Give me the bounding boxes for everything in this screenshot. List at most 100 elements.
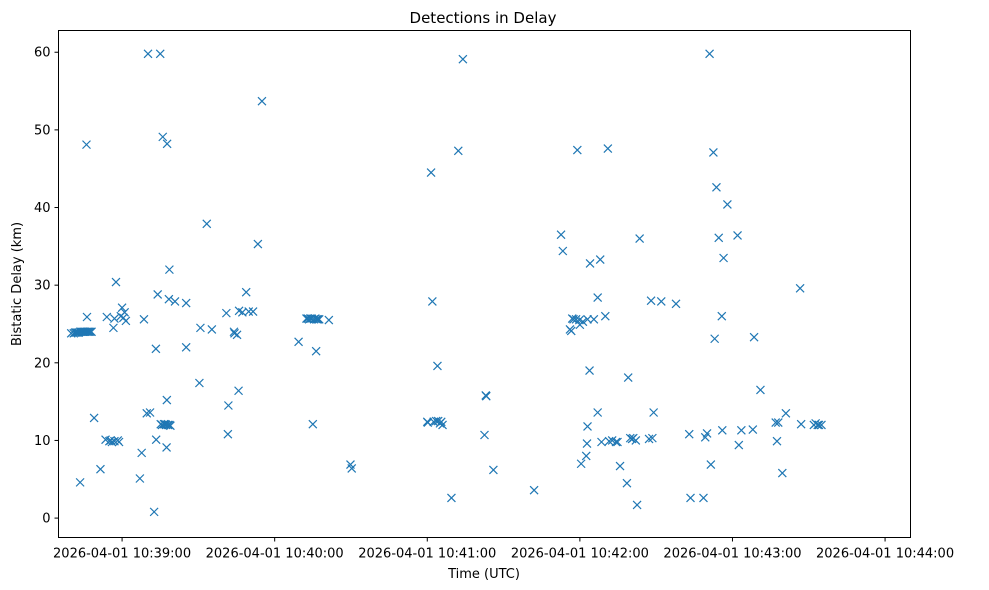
data-point-marker: [109, 323, 118, 333]
data-point-marker: [181, 342, 191, 352]
data-points: [66, 49, 826, 517]
x-axis-ticks: 2026-04-01 10:39:00 2026-04-01 10:40:00 20…: [53, 537, 954, 562]
data-point-marker: [75, 477, 85, 487]
data-point-marker: [163, 420, 173, 430]
data-point-marker: [458, 54, 468, 64]
data-point-marker: [232, 330, 242, 340]
data-point-marker: [611, 437, 621, 447]
data-point-marker: [162, 395, 172, 405]
data-point-marker: [438, 420, 447, 430]
data-point-marker: [257, 96, 267, 106]
data-point-marker: [312, 314, 322, 324]
data-point-marker: [576, 459, 586, 469]
data-point-marker: [717, 311, 727, 321]
data-point-marker: [585, 366, 594, 375]
chart-title: Detections in Delay: [410, 9, 557, 27]
data-point-marker: [82, 140, 91, 150]
y-axis-ticks: 0 10 20 30 40 50 60: [34, 46, 59, 527]
data-point-marker: [244, 307, 254, 316]
data-point-marker: [96, 464, 105, 474]
data-point-marker: [756, 385, 765, 395]
data-point-marker: [83, 327, 93, 337]
x-tick-label: 2026-04-01 10:40:00: [206, 547, 344, 562]
data-point-marker: [722, 199, 732, 209]
data-point-marker: [241, 287, 251, 297]
data-point-marker: [772, 436, 782, 446]
data-point-marker: [597, 437, 606, 447]
y-tick-label: 40: [34, 201, 51, 216]
data-point-marker: [453, 146, 463, 156]
x-tick-label: 2026-04-01 10:42:00: [511, 547, 649, 562]
y-tick-label: 20: [34, 356, 51, 371]
data-point-marker: [155, 49, 165, 59]
data-point-marker: [581, 451, 591, 461]
data-point-marker: [481, 390, 491, 400]
y-tick-label: 60: [34, 46, 51, 61]
data-point-marker: [110, 314, 119, 323]
data-point-marker: [314, 314, 324, 324]
data-point-marker: [582, 439, 592, 448]
data-point-marker: [708, 147, 718, 157]
data-point-marker: [671, 299, 681, 309]
data-point-marker: [635, 234, 645, 244]
data-point-marker: [644, 434, 654, 444]
data-point-marker: [426, 168, 436, 178]
data-point-marker: [164, 265, 174, 275]
data-point-marker: [202, 219, 212, 229]
data-point-marker: [164, 294, 174, 304]
data-point-marker: [656, 297, 666, 306]
data-point-marker: [121, 316, 131, 326]
data-point-marker: [589, 314, 599, 324]
data-point-marker: [135, 474, 145, 483]
data-point-marker: [137, 448, 147, 458]
data-point-marker: [139, 314, 149, 324]
data-point-marker: [223, 401, 233, 410]
plot-area: [58, 30, 911, 538]
data-point-marker: [571, 314, 581, 324]
data-point-marker: [114, 437, 124, 447]
data-point-marker: [223, 429, 233, 439]
x-axis-label: Time (UTC): [447, 567, 520, 582]
data-point-marker: [480, 430, 489, 440]
data-point-marker: [717, 425, 727, 435]
data-point-marker: [120, 307, 130, 317]
data-point-marker: [585, 259, 595, 268]
data-point-marker: [572, 145, 582, 155]
x-tick-label: 2026-04-01 10:43:00: [663, 547, 801, 562]
data-point-marker: [556, 230, 566, 240]
data-point-marker: [684, 429, 694, 439]
data-point-marker: [795, 283, 805, 293]
data-point-marker: [714, 233, 724, 243]
data-point-marker: [165, 421, 175, 431]
data-point-marker: [102, 312, 112, 322]
data-point-marker: [308, 419, 318, 429]
data-point-marker: [87, 327, 96, 337]
data-point-marker: [436, 417, 446, 427]
data-point-marker: [566, 326, 576, 336]
data-point-marker: [294, 337, 304, 347]
data-point-marker: [796, 419, 806, 429]
data-point-marker: [85, 327, 95, 337]
data-point-marker: [647, 433, 657, 443]
data-point-marker: [230, 328, 239, 338]
data-point-marker: [311, 346, 321, 356]
data-point-marker: [600, 311, 610, 321]
data-point-marker: [736, 425, 746, 435]
data-point-marker: [632, 500, 642, 510]
data-point-marker: [583, 422, 592, 431]
data-point-marker: [117, 303, 127, 313]
data-point-marker: [613, 437, 622, 447]
data-point-marker: [248, 307, 258, 316]
data-point-marker: [324, 315, 334, 325]
data-point-marker: [686, 493, 695, 503]
data-point-marker: [813, 420, 823, 430]
data-point-marker: [631, 436, 641, 445]
data-point-marker: [649, 408, 659, 417]
data-point-marker: [583, 314, 592, 324]
data-point-marker: [771, 418, 781, 428]
data-point-marker: [84, 327, 94, 337]
y-axis-label: Bistatic Delay (km): [10, 222, 25, 346]
data-point-marker: [433, 361, 442, 371]
data-point-marker: [593, 408, 603, 417]
